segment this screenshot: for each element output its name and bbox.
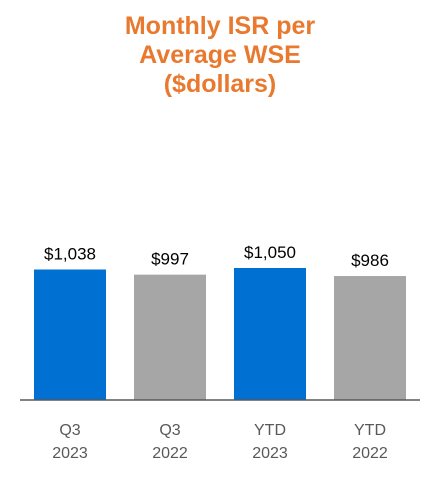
chart-title: Monthly ISR per Average WSE ($dollars) xyxy=(0,12,440,99)
data-label-2: $997 xyxy=(151,250,189,269)
x-tick-label-1-line-1: Q3 xyxy=(59,422,80,439)
x-tick-label-2-line-1: Q3 xyxy=(159,422,180,439)
x-tick-label-3-line-2: 2023 xyxy=(252,445,288,462)
data-label-3: $1,050 xyxy=(244,243,296,262)
chart-title-line-3: ($dollars) xyxy=(163,70,277,98)
bars-group xyxy=(34,268,406,400)
chart-title-line-2: Average WSE xyxy=(139,41,301,69)
bar-4 xyxy=(334,276,406,400)
x-tick-label-4-line-1: YTD xyxy=(354,422,386,439)
data-label-1: $1,038 xyxy=(44,245,96,264)
x-tick-label-3-line-1: YTD xyxy=(254,422,286,439)
bar-2 xyxy=(134,274,206,400)
chart-title-line-1: Monthly ISR per xyxy=(124,12,316,40)
bar-3 xyxy=(234,268,306,400)
x-tick-label-1-line-2: 2023 xyxy=(52,445,88,462)
x-tick-label-2-line-2: 2022 xyxy=(152,445,188,462)
bar-1 xyxy=(34,269,106,400)
x-tick-label-4-line-2: 2022 xyxy=(352,445,388,462)
labels-group: $1,038 Q3 2023 $997 Q3 2022 $1,050 YTD 2023 $986 Y… xyxy=(44,243,389,462)
data-label-4: $986 xyxy=(351,251,389,270)
